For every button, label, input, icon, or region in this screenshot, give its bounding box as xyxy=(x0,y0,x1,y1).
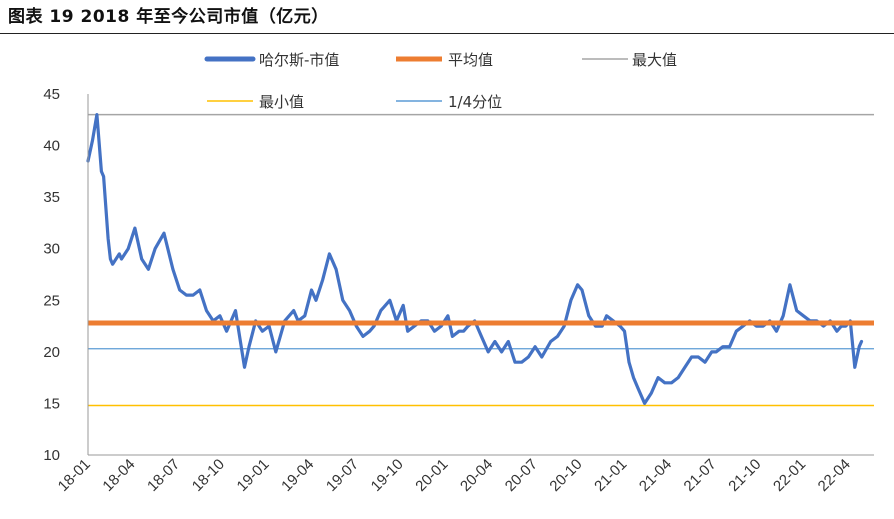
y-tick-label: 15 xyxy=(43,395,60,412)
y-axis-ticks: 10 15 20 25 30 35 40 45 xyxy=(43,86,60,464)
x-tick-label: 19-04 xyxy=(278,456,317,495)
legend-label-min: 最小值 xyxy=(259,93,304,111)
chart-legend: 哈尔斯-市值 平均值 最大值 最小值 1/4分位 xyxy=(204,51,677,111)
figure-title: 图表 19 2018 年至今公司市值（亿元） xyxy=(8,7,329,27)
x-tick-label: 20-04 xyxy=(457,456,496,495)
market-cap-line xyxy=(86,112,864,405)
x-tick-label: 20-07 xyxy=(502,456,541,495)
legend-label-mean: 平均值 xyxy=(448,51,493,69)
x-tick-label: 19-10 xyxy=(368,456,407,495)
x-tick-label: 21-04 xyxy=(636,456,675,495)
legend-label-quartile: 1/4分位 xyxy=(448,93,502,111)
x-tick-label: 21-10 xyxy=(725,456,764,495)
x-tick-label: 18-04 xyxy=(99,456,138,495)
x-tick-label: 19-07 xyxy=(323,456,362,495)
legend-label-max: 最大值 xyxy=(632,51,677,69)
x-tick-label: 21-01 xyxy=(591,456,630,495)
x-tick-label: 18-07 xyxy=(144,456,183,495)
x-tick-label: 20-10 xyxy=(546,456,585,495)
x-tick-label: 18-10 xyxy=(189,456,228,495)
x-tick-label: 22-04 xyxy=(815,456,854,495)
y-tick-label: 35 xyxy=(43,189,60,206)
x-axis-ticks: 18-01 18-04 18-07 18-10 19-01 19-04 19-07 19-10… xyxy=(55,456,854,495)
legend-label-market-cap: 哈尔斯-市值 xyxy=(259,51,339,69)
x-tick-label: 20-01 xyxy=(412,456,451,495)
y-tick-label: 40 xyxy=(43,138,60,155)
title-divider xyxy=(0,33,894,34)
x-tick-label: 22-01 xyxy=(770,456,809,495)
x-tick-label: 21-07 xyxy=(681,456,720,495)
x-tick-label: 19-01 xyxy=(234,456,273,495)
y-tick-label: 10 xyxy=(43,447,60,464)
y-tick-label: 45 xyxy=(43,86,60,103)
x-tick-label: 18-01 xyxy=(55,456,94,495)
y-tick-label: 20 xyxy=(43,344,60,361)
axes xyxy=(87,94,874,456)
y-tick-label: 25 xyxy=(43,292,60,309)
reference-lines xyxy=(88,113,874,407)
market-cap-series xyxy=(86,112,874,405)
y-tick-label: 30 xyxy=(43,241,60,258)
